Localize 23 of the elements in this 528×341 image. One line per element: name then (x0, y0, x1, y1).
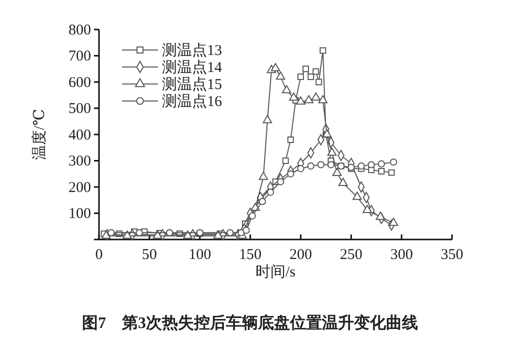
legend-label: 测温点16 (162, 93, 222, 110)
y-tick-label: 800 (68, 22, 91, 38)
y-tick-label: 300 (68, 154, 91, 170)
x-tick-label: 350 (440, 247, 464, 264)
y-tick-label: 100 (68, 206, 91, 222)
text: 图7 第3次热失控后车辆底盘位置温升变化曲线 (82, 314, 418, 332)
legend-label: 测温点14 (162, 59, 222, 76)
x-tick-label: 100 (188, 247, 212, 264)
legend-label: 测温点13 (162, 42, 222, 59)
y-tick-label: 600 (68, 74, 91, 91)
x-axis-title: 时间/s (255, 264, 296, 280)
y-axis-title: 温度/℃ (31, 109, 48, 160)
legend-label: 测温点15 (162, 76, 222, 93)
y-tick-label: 400 (68, 127, 91, 144)
x-tick-label: 0 (95, 247, 103, 264)
y-tick-label: 700 (68, 48, 91, 65)
y-tick-label: 200 (68, 180, 91, 196)
x-tick-label: 150 (239, 247, 262, 264)
x-tick-label: 50 (142, 247, 157, 264)
y-tick-label: 500 (68, 101, 91, 118)
x-tick-label: 250 (340, 247, 362, 264)
x-tick-label: 200 (289, 247, 312, 264)
x-tick-label: 300 (390, 247, 413, 264)
